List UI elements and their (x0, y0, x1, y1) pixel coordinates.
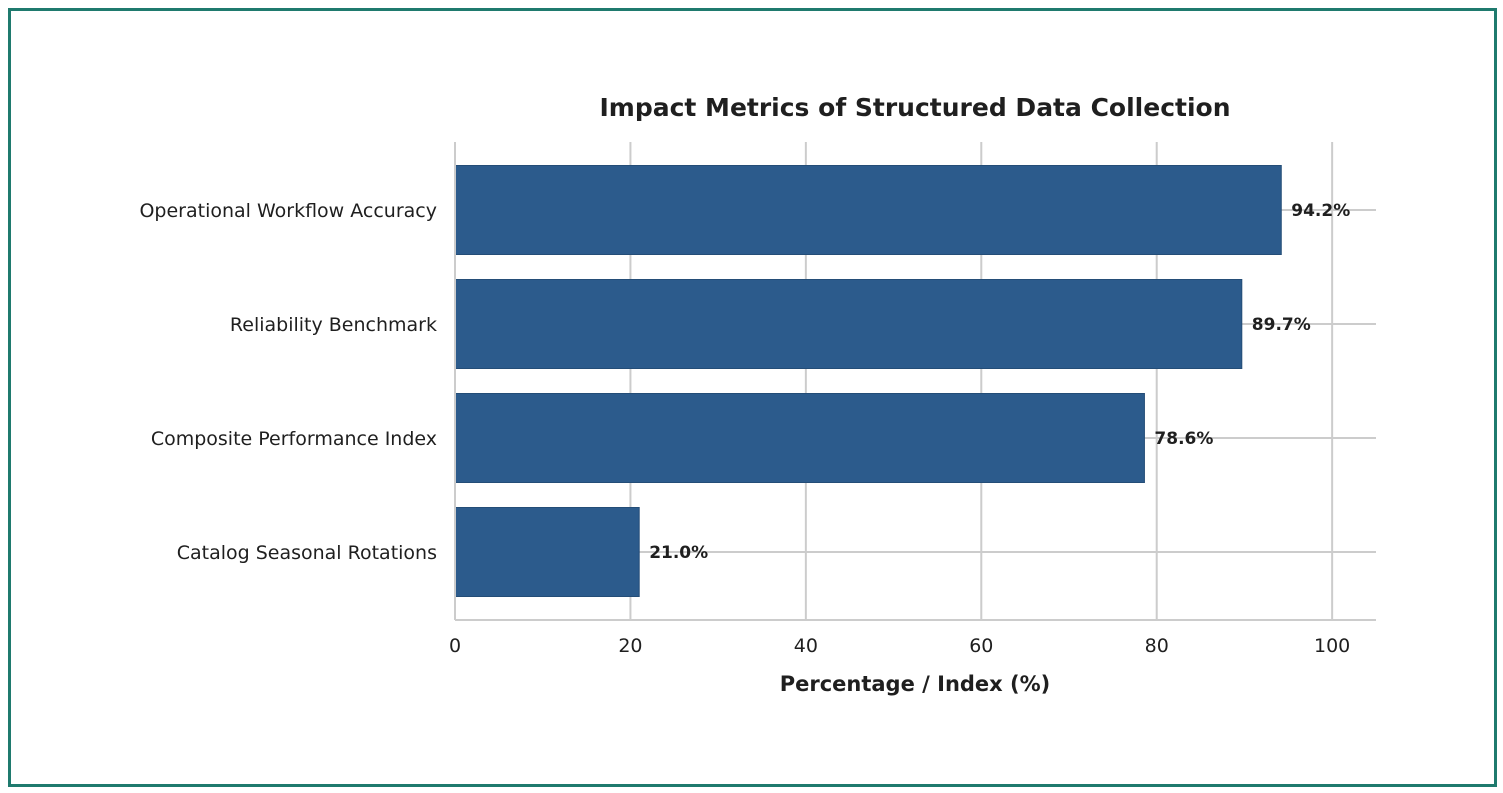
chart-title: Impact Metrics of Structured Data Collec… (599, 93, 1230, 122)
category-label: Catalog Seasonal Rotations (177, 542, 437, 564)
axes (454, 142, 1376, 621)
bars (454, 165, 1282, 597)
category-label: Operational Workflow Accuracy (139, 200, 437, 222)
bar (454, 279, 1243, 369)
bar (454, 393, 1145, 483)
x-tick-label: 100 (1314, 635, 1350, 657)
bar-value-label: 21.0% (649, 543, 708, 563)
x-tick-label: 20 (618, 635, 642, 657)
bar (454, 165, 1282, 255)
x-tick-label: 60 (969, 635, 993, 657)
category-label: Reliability Benchmark (230, 314, 437, 336)
x-axis-title: Percentage / Index (%) (780, 672, 1051, 696)
category-label: Composite Performance Index (151, 428, 437, 450)
bar-value-label: 89.7% (1252, 315, 1311, 335)
bar-value-label: 94.2% (1291, 201, 1350, 221)
labels: 94.2% Operational Workflow Accuracy 89.7% R… (139, 200, 1350, 657)
x-tick-label: 40 (794, 635, 818, 657)
bar (454, 507, 640, 597)
x-tick-label: 80 (1145, 635, 1169, 657)
x-tick-label: 0 (449, 635, 461, 657)
bar-value-label: 78.6% (1154, 429, 1213, 449)
